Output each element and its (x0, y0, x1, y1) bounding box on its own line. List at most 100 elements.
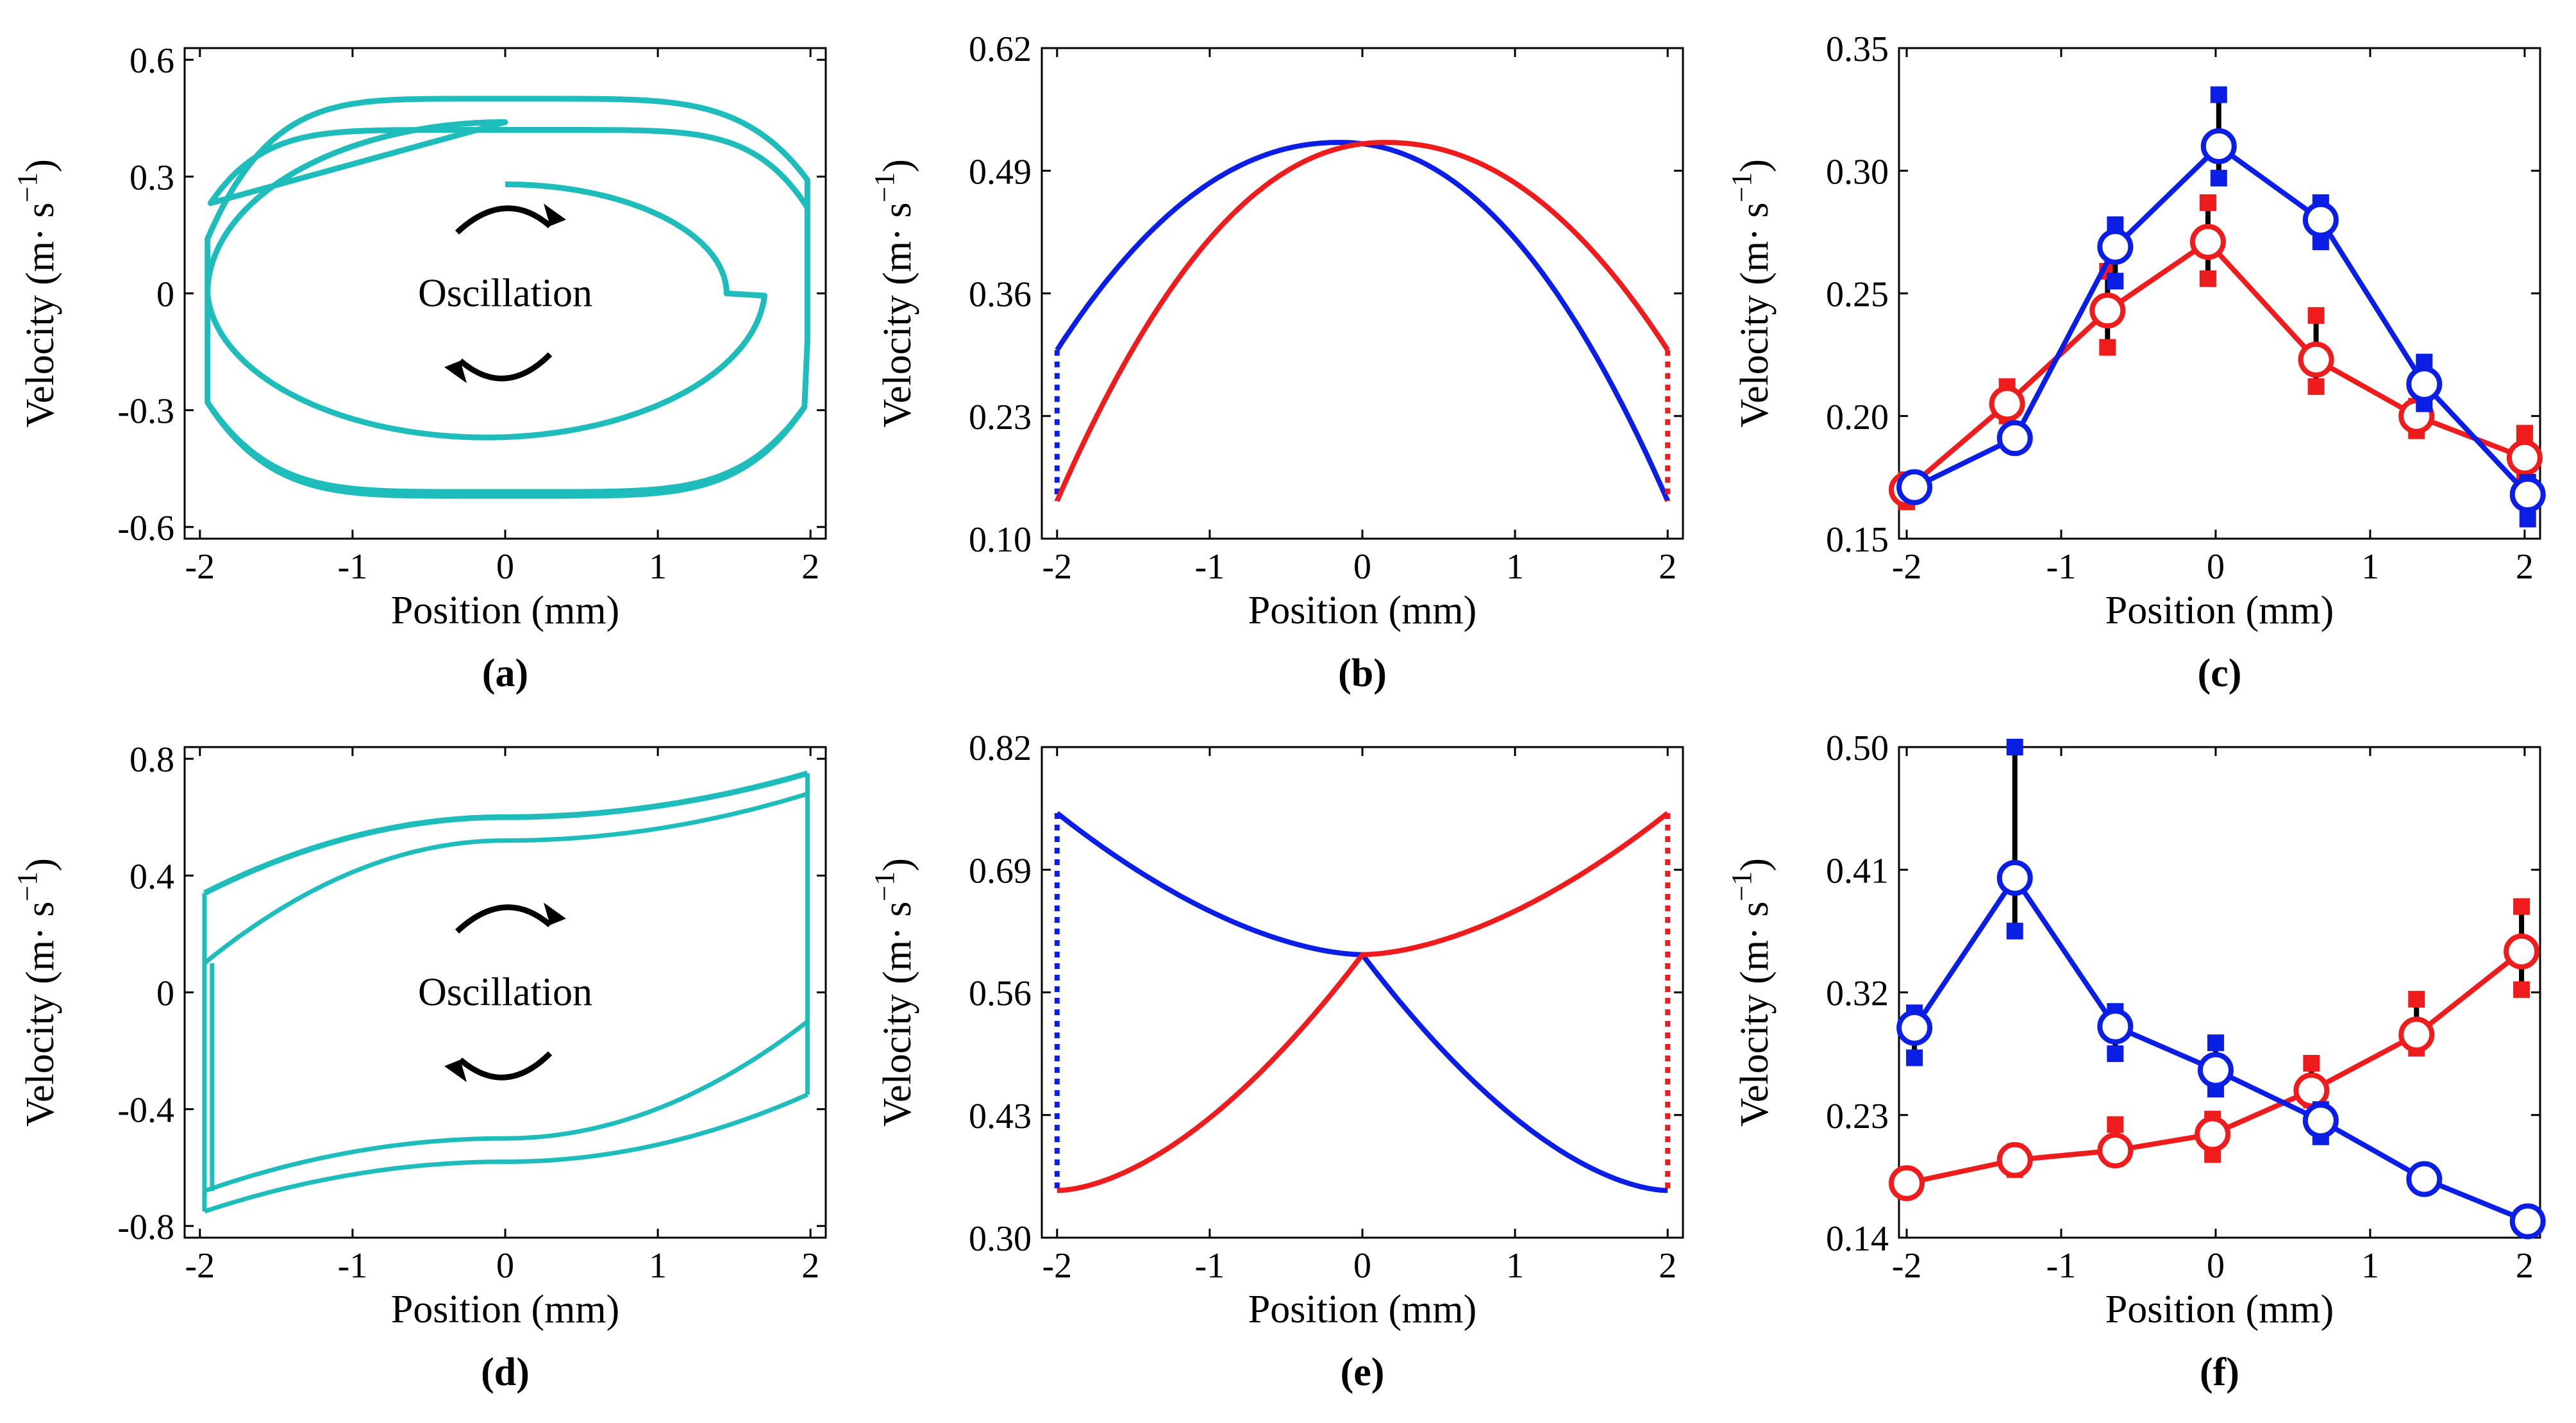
data-point-blue (1996, 420, 2033, 457)
y-tick-label: -0.3 (117, 392, 174, 432)
y-axis-label: Velocity (m· s−1) (869, 159, 919, 428)
error-cap-high (2307, 307, 2325, 324)
series-line-red (1057, 811, 1669, 1193)
x-axis-label: Position (mm) (2105, 589, 2334, 632)
y-tick-label: 0.23 (1826, 1097, 1889, 1136)
data-point-red (2506, 439, 2543, 476)
arrowhead-top (544, 203, 566, 226)
y-tick-label: -0.6 (117, 509, 174, 548)
y-tick-label: 0.56 (969, 974, 1032, 1014)
x-tick-label: -2 (1892, 547, 1922, 587)
error-cap-low (2513, 981, 2530, 998)
x-tick-label: 1 (2361, 547, 2379, 587)
x-tick-label: 0 (1353, 1246, 1371, 1286)
x-tick-label: -1 (338, 547, 368, 587)
error-cap-low (2099, 339, 2116, 356)
y-axis-label: Velocity (m· s−1) (12, 858, 62, 1127)
x-axis-label: Position (mm) (1248, 589, 1477, 632)
panel-d: -2 -1 0 1 2 -0.8 -0.4 0 0.4 0.8 Position (mm) Veloc… (12, 740, 827, 1394)
y-tick-label: 0.36 (969, 275, 1032, 315)
y-axis-label-exponent: −1 (1726, 173, 1757, 203)
y-tick-label: -0.8 (117, 1208, 174, 1247)
error-cap-low (2107, 1045, 2124, 1063)
clockwise-arrow-bottom (458, 352, 553, 382)
x-tick-label: -1 (1195, 1246, 1225, 1286)
y-axis-label-close: ) (876, 159, 919, 173)
x-tick-label: 2 (1659, 547, 1677, 587)
y-tick-label: 0.10 (969, 520, 1032, 560)
y-tick-label: 0.43 (969, 1097, 1032, 1136)
oscillation-label: Oscillation (418, 272, 592, 316)
y-tick-label: 0.30 (969, 1219, 1032, 1259)
error-cap-low (2210, 169, 2227, 187)
error-cap-high (2199, 194, 2216, 211)
y-tick-label: 0.20 (1826, 398, 1889, 437)
y-axis-label-main: Velocity (m· s (1733, 203, 1777, 428)
data-point-red (2195, 1116, 2231, 1152)
data-point-red (2189, 224, 2226, 260)
y-tick-label: 0.41 (1826, 851, 1889, 891)
error-cap-low (2307, 378, 2325, 395)
error-cap-high (2006, 739, 2023, 755)
data-point-blue (2406, 366, 2443, 403)
y-tick-label: 0.6 (130, 41, 174, 81)
y-axis-label-main: Velocity (m· s (19, 203, 62, 428)
x-tick-label: 2 (2516, 547, 2534, 587)
x-tick-label: 0 (496, 547, 514, 587)
x-tick-label: 0 (2207, 547, 2225, 587)
y-tick-label: 0 (156, 275, 174, 315)
y-tick-label: 0 (156, 974, 174, 1014)
error-cap-low (1906, 1049, 1923, 1066)
y-axis-label-close: ) (876, 858, 919, 871)
x-tick-label: -1 (2046, 1246, 2077, 1286)
error-cap-low (2107, 273, 2124, 290)
series-line-blue (1055, 811, 1668, 1193)
trajectory-outer-bottom (203, 1092, 808, 1214)
x-tick-label: 1 (1506, 1246, 1524, 1286)
x-tick-label: -2 (1892, 1246, 1922, 1286)
data-point-blue (2097, 1008, 2134, 1045)
panel-label: (d) (481, 1351, 530, 1394)
y-axis-label-exponent: −1 (869, 173, 900, 203)
x-tick-label: -2 (185, 547, 215, 587)
clockwise-arrow-top (455, 904, 552, 934)
panel-b: -2 -1 0 1 2 0.10 0.23 0.36 0.49 0.62 Position (mm)… (869, 29, 1684, 695)
arrowhead-bottom (444, 360, 467, 383)
data-point-red (2398, 1016, 2435, 1053)
panel-f: -2 -1 0 1 2 0.14 0.23 0.32 0.41 0.50 Position (mm)… (1726, 728, 2546, 1394)
y-axis-label-main: Velocity (m· s (876, 203, 919, 428)
x-tick-label: 2 (1659, 1246, 1677, 1286)
arrowhead-bottom (444, 1059, 467, 1082)
phase-trajectory-line (205, 96, 810, 499)
panel-label: (a) (482, 652, 528, 695)
data-point-blue (1896, 1009, 1933, 1046)
y-tick-label: 0.69 (969, 851, 1032, 891)
y-tick-label: 0.30 (1826, 152, 1889, 192)
error-cap-low (2006, 922, 2023, 939)
plot-frame (1041, 47, 1684, 540)
y-tick-label: 0.35 (1826, 29, 1889, 69)
clockwise-arrow-bottom (458, 1051, 553, 1081)
data-point-blue (2302, 201, 2339, 238)
data-point-red (1996, 1141, 2033, 1178)
x-tick-label: 1 (1506, 547, 1524, 587)
error-cap-high (2303, 1055, 2320, 1072)
x-axis-label: Position (mm) (391, 589, 620, 632)
panel-label: (f) (2200, 1351, 2239, 1394)
y-tick-label: 0.82 (969, 728, 1032, 768)
x-axis-label: Position (mm) (2105, 1288, 2334, 1331)
y-tick-label: 0.8 (130, 740, 174, 780)
x-tick-label: 1 (2361, 1246, 2379, 1286)
trajectory-outer-top (203, 770, 808, 896)
data-point-red (2089, 292, 2126, 329)
y-axis-label-exponent: −1 (12, 173, 43, 203)
data-point-red (1889, 1165, 1925, 1201)
y-tick-label: 0.23 (969, 398, 1032, 437)
y-axis-label-main: Velocity (m· s (876, 902, 919, 1127)
y-axis-label-close: ) (1733, 858, 1777, 871)
y-tick-label: 0.50 (1826, 728, 1889, 768)
x-tick-label: 2 (801, 547, 819, 587)
panel-label: (b) (1338, 652, 1387, 695)
y-axis-label: Velocity (m· s−1) (12, 159, 62, 428)
y-axis-label-exponent: −1 (12, 871, 43, 902)
